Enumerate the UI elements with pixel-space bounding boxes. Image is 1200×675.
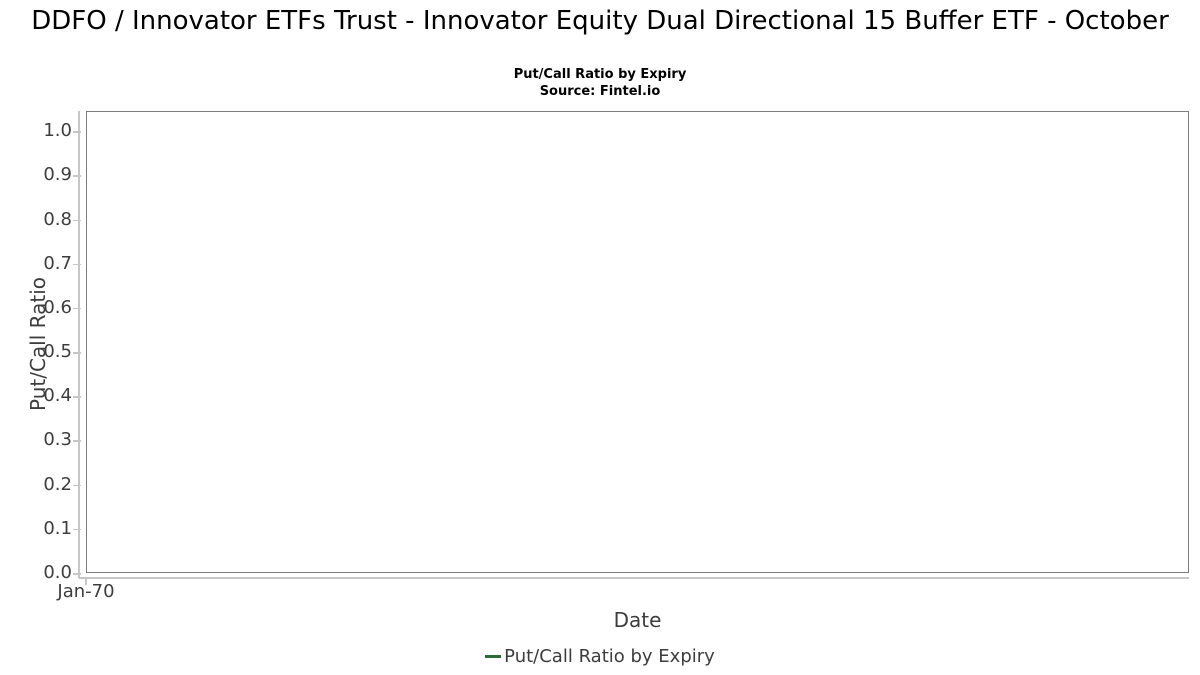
y-tick-label: 0.9 bbox=[43, 164, 72, 186]
y-tick-mark bbox=[73, 528, 81, 531]
y-tick-mark bbox=[73, 440, 81, 442]
y-tick-mark bbox=[73, 573, 81, 575]
y-tick-mark bbox=[73, 484, 81, 487]
y-tick-label: 0.6 bbox=[43, 296, 72, 318]
legend: Put/Call Ratio by Expiry bbox=[0, 646, 1200, 667]
y-tick-label: 0.5 bbox=[43, 341, 72, 363]
x-axis-line bbox=[79, 577, 1189, 579]
y-tick-mark bbox=[73, 219, 81, 222]
x-tick-label: Jan-70 bbox=[57, 581, 115, 602]
legend-line-swatch bbox=[485, 655, 502, 658]
x-axis-label: Date bbox=[613, 608, 662, 632]
y-tick-mark bbox=[73, 175, 81, 177]
y-tick-label: 1.0 bbox=[43, 120, 72, 142]
legend-label: Put/Call Ratio by Expiry bbox=[504, 646, 715, 667]
y-tick-mark bbox=[73, 263, 81, 266]
y-axis-line bbox=[78, 111, 80, 578]
chart-subtitle: Put/Call Ratio by Expiry bbox=[513, 67, 687, 82]
y-tick-mark bbox=[73, 396, 81, 398]
y-tick-label: 0.8 bbox=[43, 208, 72, 230]
y-tick-label: 0.1 bbox=[43, 517, 72, 539]
y-tick-label: 0.2 bbox=[43, 473, 72, 495]
y-tick-label: 0.4 bbox=[43, 385, 72, 407]
chart-source: Source: Fintel.io bbox=[539, 84, 661, 99]
y-tick-mark bbox=[73, 307, 81, 310]
y-tick-label: 0.0 bbox=[43, 562, 72, 583]
plot-area bbox=[86, 111, 1189, 573]
y-tick-mark bbox=[73, 352, 81, 354]
x-tick-mark bbox=[85, 577, 87, 585]
y-tick-label: 0.7 bbox=[43, 252, 72, 274]
y-tick-mark bbox=[73, 131, 81, 133]
chart-title: DDFO / Innovator ETFs Trust - Innovator … bbox=[31, 6, 1169, 36]
y-tick-label: 0.3 bbox=[43, 429, 72, 451]
